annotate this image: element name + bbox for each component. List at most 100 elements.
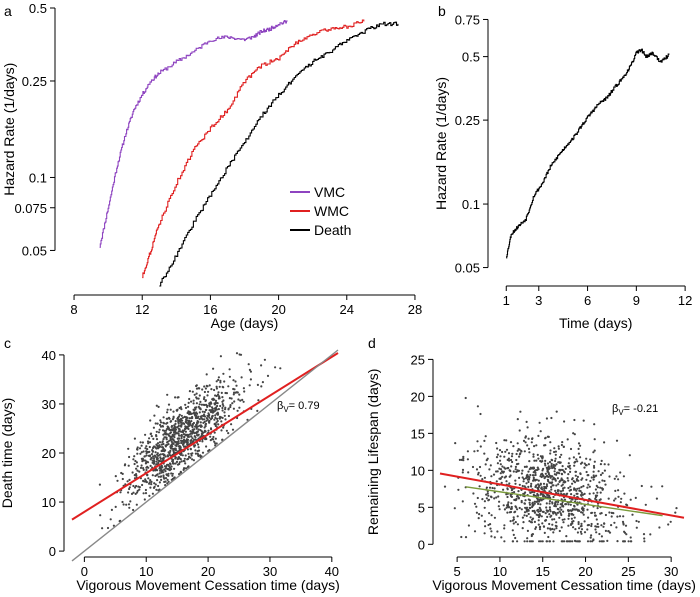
scatter-point bbox=[157, 484, 160, 488]
scatter-point bbox=[506, 504, 509, 507]
scatter-point bbox=[154, 469, 157, 472]
scatter-point bbox=[550, 482, 553, 485]
scatter-point bbox=[215, 380, 218, 383]
scatter-point bbox=[503, 540, 506, 543]
scatter-point bbox=[586, 486, 589, 489]
scatter-point bbox=[523, 485, 526, 488]
scatter-point bbox=[516, 508, 519, 511]
scatter-point bbox=[154, 474, 157, 477]
scatter-point bbox=[527, 437, 530, 440]
scatter-point bbox=[600, 459, 603, 462]
scatter-point bbox=[558, 456, 562, 459]
scatter-point bbox=[546, 494, 549, 497]
scatter-point bbox=[537, 502, 540, 505]
scatter-point bbox=[160, 475, 163, 478]
scatter-point bbox=[182, 467, 186, 470]
y-axis-label-c: Death time (days) bbox=[0, 398, 15, 508]
scatter-point bbox=[520, 501, 523, 504]
scatter-point bbox=[139, 452, 142, 455]
scatter-point bbox=[530, 533, 534, 536]
scatter-point bbox=[496, 447, 499, 450]
scatter-point bbox=[548, 494, 551, 497]
scatter-point bbox=[216, 402, 219, 405]
scatter-point bbox=[210, 402, 213, 405]
scatter-point bbox=[135, 503, 138, 506]
scatter-point bbox=[516, 418, 519, 421]
scatter-point bbox=[150, 480, 153, 483]
scatter-point bbox=[531, 504, 534, 507]
scatter-point bbox=[191, 458, 194, 461]
scatter-point bbox=[198, 387, 201, 390]
y-tick-label-c: 30 bbox=[42, 397, 56, 412]
scatter-point bbox=[169, 454, 172, 457]
scatter-point bbox=[563, 518, 566, 521]
scatter-point bbox=[555, 521, 558, 524]
scatter-point bbox=[533, 511, 537, 514]
scatter-point bbox=[156, 452, 159, 455]
scatter-point bbox=[483, 452, 486, 455]
scatter-point bbox=[152, 486, 156, 489]
scatter-point bbox=[518, 483, 521, 486]
scatter-point bbox=[635, 519, 638, 523]
scatter-point bbox=[184, 462, 187, 465]
scatter-point bbox=[477, 517, 480, 520]
scatter-point bbox=[531, 509, 534, 513]
scatter-point bbox=[563, 420, 566, 423]
scatter-point bbox=[235, 384, 238, 387]
scatter-point bbox=[548, 540, 551, 543]
smooth-line-d bbox=[465, 486, 663, 517]
y-tick-label-c: 0 bbox=[49, 544, 56, 559]
scatter-point bbox=[600, 540, 603, 543]
beta-annotation-c: βV= 0.79 bbox=[277, 400, 320, 414]
scatter-point bbox=[135, 467, 138, 470]
scatter-point bbox=[561, 489, 565, 492]
scatter-point bbox=[153, 454, 156, 457]
scatter-point bbox=[128, 506, 131, 509]
scatter-point bbox=[118, 520, 121, 523]
scatter-point bbox=[173, 467, 176, 470]
scatter-point bbox=[189, 439, 192, 442]
scatter-point bbox=[501, 450, 504, 454]
x-axis-label-c: Vigorous Movement Cessation time (days) bbox=[76, 577, 340, 593]
scatter-point bbox=[142, 450, 145, 453]
scatter-point bbox=[166, 411, 169, 414]
scatter-point bbox=[476, 440, 479, 443]
scatter-point bbox=[233, 391, 236, 394]
scatter-point bbox=[594, 497, 597, 500]
scatter-point bbox=[136, 469, 139, 472]
scatter-point bbox=[121, 500, 124, 504]
scatter-point bbox=[219, 355, 222, 358]
scatter-point bbox=[587, 463, 591, 466]
scatter-point bbox=[572, 456, 576, 459]
scatter-point bbox=[163, 432, 166, 435]
scatter-point bbox=[622, 522, 625, 525]
scatter-point bbox=[457, 488, 460, 491]
scatter-point bbox=[167, 403, 171, 406]
scatter-point bbox=[177, 442, 180, 445]
scatter-point bbox=[511, 540, 514, 543]
scatter-point bbox=[603, 522, 606, 525]
scatter-point bbox=[534, 527, 537, 531]
scatter-point bbox=[545, 485, 549, 488]
scatter-point bbox=[167, 433, 170, 436]
scatter-point bbox=[200, 403, 203, 406]
scatter-point bbox=[580, 511, 583, 514]
scatter-point bbox=[587, 523, 591, 527]
scatter-point bbox=[572, 520, 575, 523]
x-tick-label-b: 1 bbox=[503, 293, 510, 308]
scatter-point bbox=[134, 492, 137, 495]
scatter-point bbox=[550, 485, 553, 489]
scatter-point bbox=[169, 408, 172, 411]
scatter-point bbox=[628, 454, 631, 457]
scatter-point bbox=[227, 414, 230, 418]
scatter-point bbox=[139, 466, 143, 469]
scatter-point bbox=[151, 492, 154, 495]
scatter-point bbox=[510, 458, 513, 462]
scatter-point bbox=[221, 396, 224, 399]
scatter-point bbox=[603, 479, 606, 483]
scatter-point bbox=[230, 423, 233, 426]
scatter-point bbox=[553, 528, 556, 531]
scatter-point bbox=[475, 511, 478, 514]
scatter-point bbox=[211, 414, 214, 417]
scatter-point bbox=[567, 503, 570, 506]
